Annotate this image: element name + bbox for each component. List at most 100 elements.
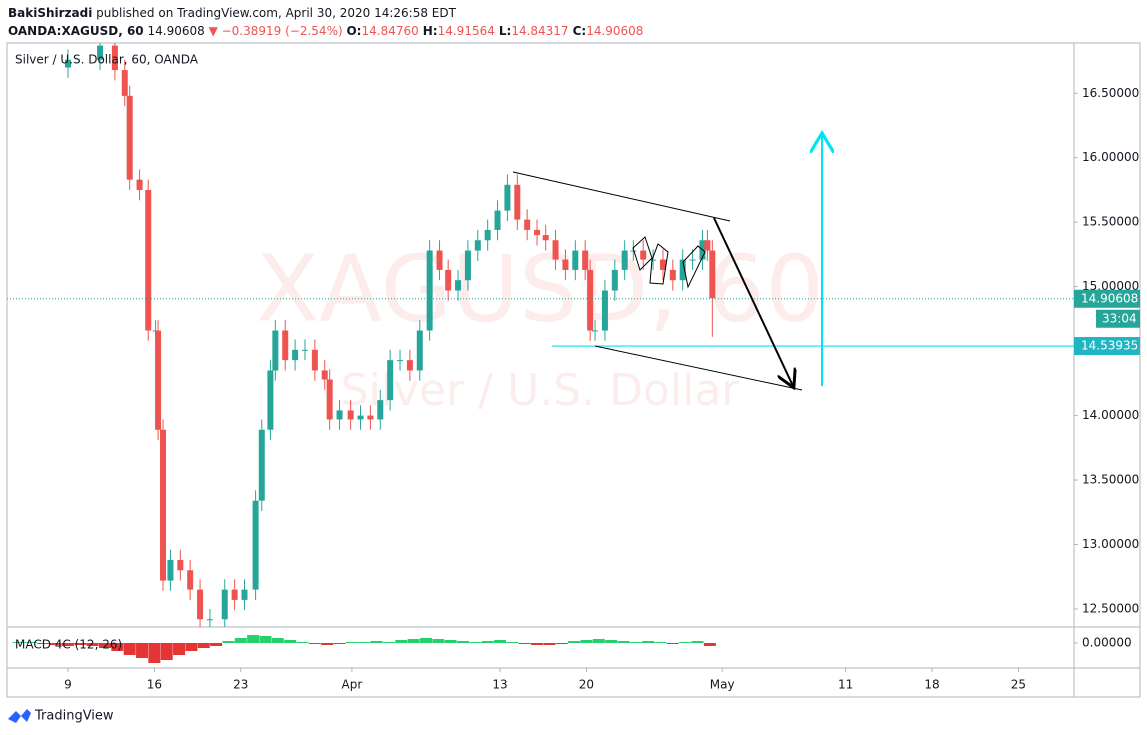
candle-body — [552, 240, 559, 260]
candle-body — [445, 269, 452, 291]
brand: TradingView — [34, 709, 114, 724]
candle-body — [221, 589, 228, 620]
candle-body — [167, 559, 174, 581]
candle-body — [267, 370, 274, 430]
macd-bar — [358, 642, 371, 643]
macd-bar — [703, 643, 716, 646]
x-tick-label: 20 — [579, 678, 594, 692]
candle-body — [416, 330, 423, 371]
x-tick-label: 25 — [1011, 678, 1026, 692]
candle-body — [436, 250, 443, 270]
candle-body — [455, 280, 462, 291]
macd-bar — [432, 639, 445, 643]
candle-body — [357, 415, 364, 420]
macd-bar — [37, 643, 50, 644]
candle-body — [121, 70, 128, 96]
macd-bar — [259, 636, 272, 643]
watermark: Silver / U.S. Dollar — [341, 365, 741, 416]
candle-body — [321, 370, 328, 380]
candle-body — [326, 379, 333, 420]
change: ▼ −0.38919 (−2.54%) — [208, 24, 343, 38]
x-tick-label: 16 — [147, 678, 162, 692]
macd-bar — [210, 643, 223, 646]
candle-body — [301, 349, 308, 351]
footer-logo[interactable]: TradingView — [8, 709, 114, 724]
macd-bar — [74, 643, 87, 645]
arrow[interactable] — [713, 217, 793, 386]
macd-bar — [99, 643, 112, 648]
macd-bar — [543, 643, 556, 645]
macd-bar — [234, 638, 247, 643]
macd-bar — [444, 640, 457, 643]
y-tick-label: 13.00000 — [1082, 537, 1139, 551]
price-label: 14.90608 — [1081, 291, 1138, 305]
ohlc-label: O: — [346, 24, 362, 38]
macd-bar — [296, 642, 309, 643]
macd-bar — [123, 643, 136, 655]
candle-body — [311, 349, 318, 371]
macd-bar — [555, 643, 568, 644]
macd-bar — [173, 643, 186, 655]
macd-bar — [642, 641, 655, 643]
candle-body — [258, 429, 265, 501]
macd-bar — [247, 635, 260, 643]
candle-body — [572, 250, 579, 270]
ohlc-value: 14.84317 — [511, 24, 569, 38]
ohlc-value: 14.91564 — [437, 24, 495, 38]
flag-shape[interactable] — [682, 245, 706, 289]
x-tick-label: 18 — [924, 678, 939, 692]
y-tick-label: 16.00000 — [1082, 150, 1139, 164]
trend-line[interactable] — [512, 171, 731, 222]
y-tick-label: 16.50000 — [1082, 86, 1139, 100]
macd-legend[interactable]: MACD 4C (12, 26) — [15, 638, 122, 652]
macd-bar — [185, 643, 198, 651]
series-legend[interactable]: Silver / U.S. Dollar, 60, OANDA — [15, 53, 199, 67]
macd-bar — [284, 640, 297, 643]
candle-body — [64, 59, 71, 68]
macd-bar — [629, 642, 642, 643]
macd-bar — [592, 639, 605, 643]
candle-body — [630, 250, 637, 252]
flag-shape[interactable] — [649, 243, 669, 285]
watermark: XAGUSD, 60 — [256, 235, 824, 342]
trend-line[interactable] — [594, 345, 803, 391]
macd-bar — [61, 643, 74, 646]
header: BakiShirzadi published on TradingView.co… — [8, 4, 647, 40]
x-tick-label: May — [710, 678, 735, 692]
author[interactable]: BakiShirzadi — [8, 6, 93, 20]
macd-bar — [580, 640, 593, 643]
candle-body — [592, 330, 599, 332]
x-tick-label: Apr — [342, 678, 363, 692]
macd-bar — [345, 642, 358, 643]
candle-body — [336, 410, 343, 420]
candle-body — [177, 559, 184, 571]
candles — [64, 43, 716, 627]
price-label-box — [1074, 289, 1140, 308]
candle-body — [704, 240, 711, 251]
y-tick-label: 13.50000 — [1082, 473, 1139, 487]
candle-body — [145, 189, 152, 331]
macd-bar — [370, 641, 383, 643]
macd-bar — [136, 643, 149, 658]
candle-body — [587, 269, 594, 331]
ohlc-value: 14.90608 — [586, 24, 644, 38]
macd-bar — [531, 643, 544, 645]
candle-body — [377, 400, 384, 420]
level-label-box — [1074, 337, 1140, 356]
candle-body — [97, 45, 104, 60]
x-tick-label: 11 — [838, 678, 853, 692]
candle-body — [136, 179, 143, 190]
flag-shape[interactable] — [632, 236, 653, 271]
candle-body — [231, 589, 238, 600]
candle-body — [241, 589, 248, 600]
frame — [6, 42, 1141, 698]
candle-body — [562, 259, 569, 270]
candle-body — [474, 240, 481, 251]
macd-bar — [419, 638, 432, 643]
candle-body — [640, 250, 647, 260]
drawings — [512, 135, 822, 391]
candle-body — [484, 229, 491, 241]
level-label: 14.53935 — [1081, 339, 1138, 353]
macd-bar — [568, 641, 581, 643]
